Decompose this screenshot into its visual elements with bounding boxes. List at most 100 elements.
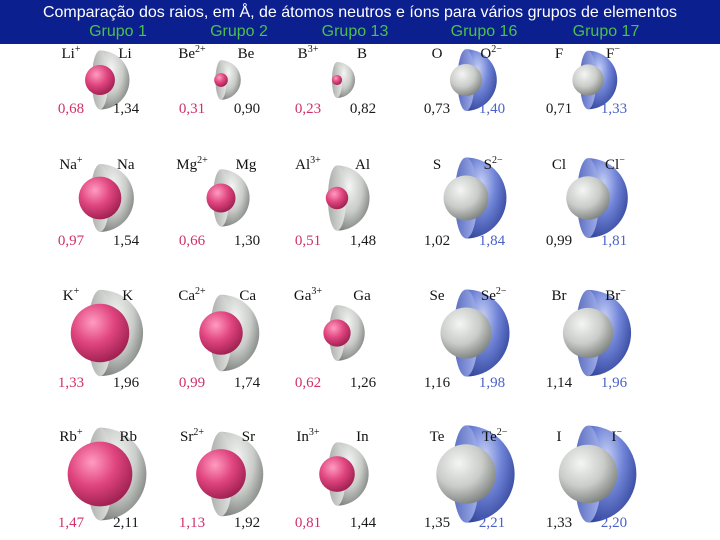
grupo-16-row3-left-symbol: Se xyxy=(430,288,445,304)
grupo-17-row3-right-charge: − xyxy=(620,286,626,297)
grupo-2-row3-left-radius: 0,99 xyxy=(179,375,205,391)
cation-mg-sphere xyxy=(206,183,236,213)
grupo-13-row2-right-radius: 1,48 xyxy=(350,233,376,249)
grupo-13-row2-left-symbol: Al3+ xyxy=(295,155,321,173)
grupo-2-row3-left-symbol: Ca2+ xyxy=(178,286,206,304)
cation-na-sphere xyxy=(78,176,122,220)
page-title: Comparação dos raios, em Å, de átomos ne… xyxy=(42,4,678,21)
atom-te-sphere xyxy=(436,444,496,504)
grupo-1-row1-right-symbol: Li xyxy=(118,46,131,62)
grupo-2-row1-right-radius: 0,90 xyxy=(234,101,260,117)
atom-se-sphere xyxy=(440,307,492,359)
grupo-13-row3-right-radius: 1,26 xyxy=(350,375,377,391)
grupo-2-row3-left-charge: 2+ xyxy=(195,286,206,297)
grupo-13-row1-right-symbol: B xyxy=(357,46,367,62)
grupo-16-row3-left-radius: 1,16 xyxy=(424,375,451,391)
grupo-17-row1-right-radius: 1,33 xyxy=(601,101,627,117)
grupo-16-row3-right-charge: 2− xyxy=(496,286,507,297)
cation-b-sphere xyxy=(331,74,343,86)
grupo-2-row4-right-symbol: Sr xyxy=(242,429,255,445)
title-bar: Comparação dos raios, em Å, de átomos ne… xyxy=(0,0,720,44)
grupo-13-row2-left-radius: 0,51 xyxy=(295,233,321,249)
grupo-13-row4-right-radius: 1,44 xyxy=(350,515,377,531)
grupo-1-row3-left-radius: 1,33 xyxy=(58,375,84,391)
grupo-2-row1-left-symbol: Be2+ xyxy=(178,44,206,62)
atom-b-half-sphere xyxy=(337,61,356,99)
grupo-1-row4-left-radius: 1,47 xyxy=(58,515,85,531)
atom-br-sphere xyxy=(562,307,614,359)
group-label-13: Grupo 13 xyxy=(321,23,389,40)
grupo-1-row2-left-radius: 0,97 xyxy=(58,233,85,249)
grupo-16-row1-left-radius: 0,73 xyxy=(424,101,450,117)
grupo-1-row2-right-symbol: Na xyxy=(117,157,135,173)
atom-ga-half-sphere xyxy=(337,305,365,361)
grupo-2-row2-left-radius: 0,66 xyxy=(179,233,206,249)
grupo-16-row2-right-radius: 1,84 xyxy=(479,233,506,249)
grupo-13-row1-right-radius: 0,82 xyxy=(350,101,376,117)
atom-o-sphere xyxy=(449,63,483,97)
grupo-16-row4-right-charge: 2− xyxy=(497,427,508,438)
grupo-16-row1-right-radius: 1,40 xyxy=(479,101,505,117)
cation-in-sphere xyxy=(319,456,355,492)
grupo-1-row2-left-charge: + xyxy=(77,155,83,166)
grupo-17-row1-right-symbol: F− xyxy=(606,44,620,62)
grupo-2-row2-left-symbol: Mg2+ xyxy=(176,155,208,173)
grupo-2-row1-left-charge: 2+ xyxy=(195,44,206,55)
cation-sr-sphere xyxy=(196,449,246,499)
group-label-1: Grupo 1 xyxy=(89,23,147,40)
grupo-1-row4-right-symbol: Rb xyxy=(120,429,138,445)
grupo-13-row3-left-charge: 3+ xyxy=(311,286,322,297)
grupo-2-row1-left-radius: 0,31 xyxy=(179,101,205,117)
grupo-17-row4-right-charge: − xyxy=(616,427,622,438)
grupo-1-row1-left-charge: + xyxy=(75,44,81,55)
grupo-1-row1-left-symbol: Li+ xyxy=(62,44,81,62)
cation-be-sphere xyxy=(214,73,228,87)
grupo-1-row4-left-charge: + xyxy=(77,427,83,438)
grupo-13-row3-right-symbol: Ga xyxy=(353,288,371,304)
grupo-1-row2-right-radius: 1,54 xyxy=(113,233,140,249)
grupo-16-row1-right-symbol: O2− xyxy=(480,44,502,62)
grupo-2-row4-left-symbol: Sr2+ xyxy=(180,427,204,445)
grupo-16-row2-left-symbol: S xyxy=(433,157,441,173)
grupo-17-row4-left-radius: 1,33 xyxy=(546,515,572,531)
grupo-17-row3-left-radius: 1,14 xyxy=(546,375,573,391)
grupo-1-row4-right-radius: 2,11 xyxy=(113,515,139,531)
atom-s-sphere xyxy=(443,175,489,221)
cation-k-sphere xyxy=(70,303,130,363)
group-label-2: Grupo 2 xyxy=(210,23,268,40)
grupo-1-row3-right-symbol: K xyxy=(122,288,133,304)
atom-f-sphere xyxy=(572,64,604,96)
grupo-17-row3-left-symbol: Br xyxy=(552,288,567,304)
grupo-13-row1-left-symbol: B3+ xyxy=(298,44,319,62)
grupo-16-row4-left-symbol: Te xyxy=(430,429,445,445)
atom-cl-sphere xyxy=(566,176,610,220)
grupo-17-row2-right-symbol: Cl− xyxy=(605,155,625,173)
cation-li-sphere xyxy=(85,65,115,95)
grupo-16-row1-left-symbol: O xyxy=(432,46,443,62)
grupo-13-row3-left-radius: 0,62 xyxy=(295,375,321,391)
grupo-16-row1-right-charge: 2− xyxy=(491,44,502,55)
grupo-17-row2-right-charge: − xyxy=(619,155,625,166)
grupo-1-row3-left-symbol: K+ xyxy=(63,286,80,304)
grupo-17-row2-left-symbol: Cl xyxy=(552,157,566,173)
grupo-16-row3-right-radius: 1,98 xyxy=(479,375,505,391)
grupo-13-row4-left-radius: 0,81 xyxy=(295,515,321,531)
grupo-13-row2-left-charge: 3+ xyxy=(310,155,321,166)
grupo-2-row1-right-symbol: Be xyxy=(238,46,255,62)
atom-be-half-sphere xyxy=(221,60,241,100)
grupo-1-row2-left-symbol: Na+ xyxy=(59,155,83,173)
cation-al-sphere xyxy=(325,186,349,210)
grupo-17-row3-right-radius: 1,96 xyxy=(601,375,628,391)
grupo-16-row2-right-charge: 2− xyxy=(492,155,503,166)
grupo-1-row4-left-symbol: Rb+ xyxy=(59,427,83,445)
grupo-2-row4-right-radius: 1,92 xyxy=(234,515,260,531)
grupo-17-row4-right-symbol: I− xyxy=(611,427,622,445)
group-label-16: Grupo 16 xyxy=(450,23,518,40)
grupo-1-row3-right-radius: 1,96 xyxy=(113,375,140,391)
grupo-2-row4-left-charge: 2+ xyxy=(193,427,204,438)
grupo-13-row3-left-symbol: Ga3+ xyxy=(294,286,323,304)
grupo-1-row3-left-charge: + xyxy=(74,286,80,297)
grupo-17-row1-left-radius: 0,71 xyxy=(546,101,572,117)
grupo-13-row1-left-charge: 3+ xyxy=(308,44,319,55)
